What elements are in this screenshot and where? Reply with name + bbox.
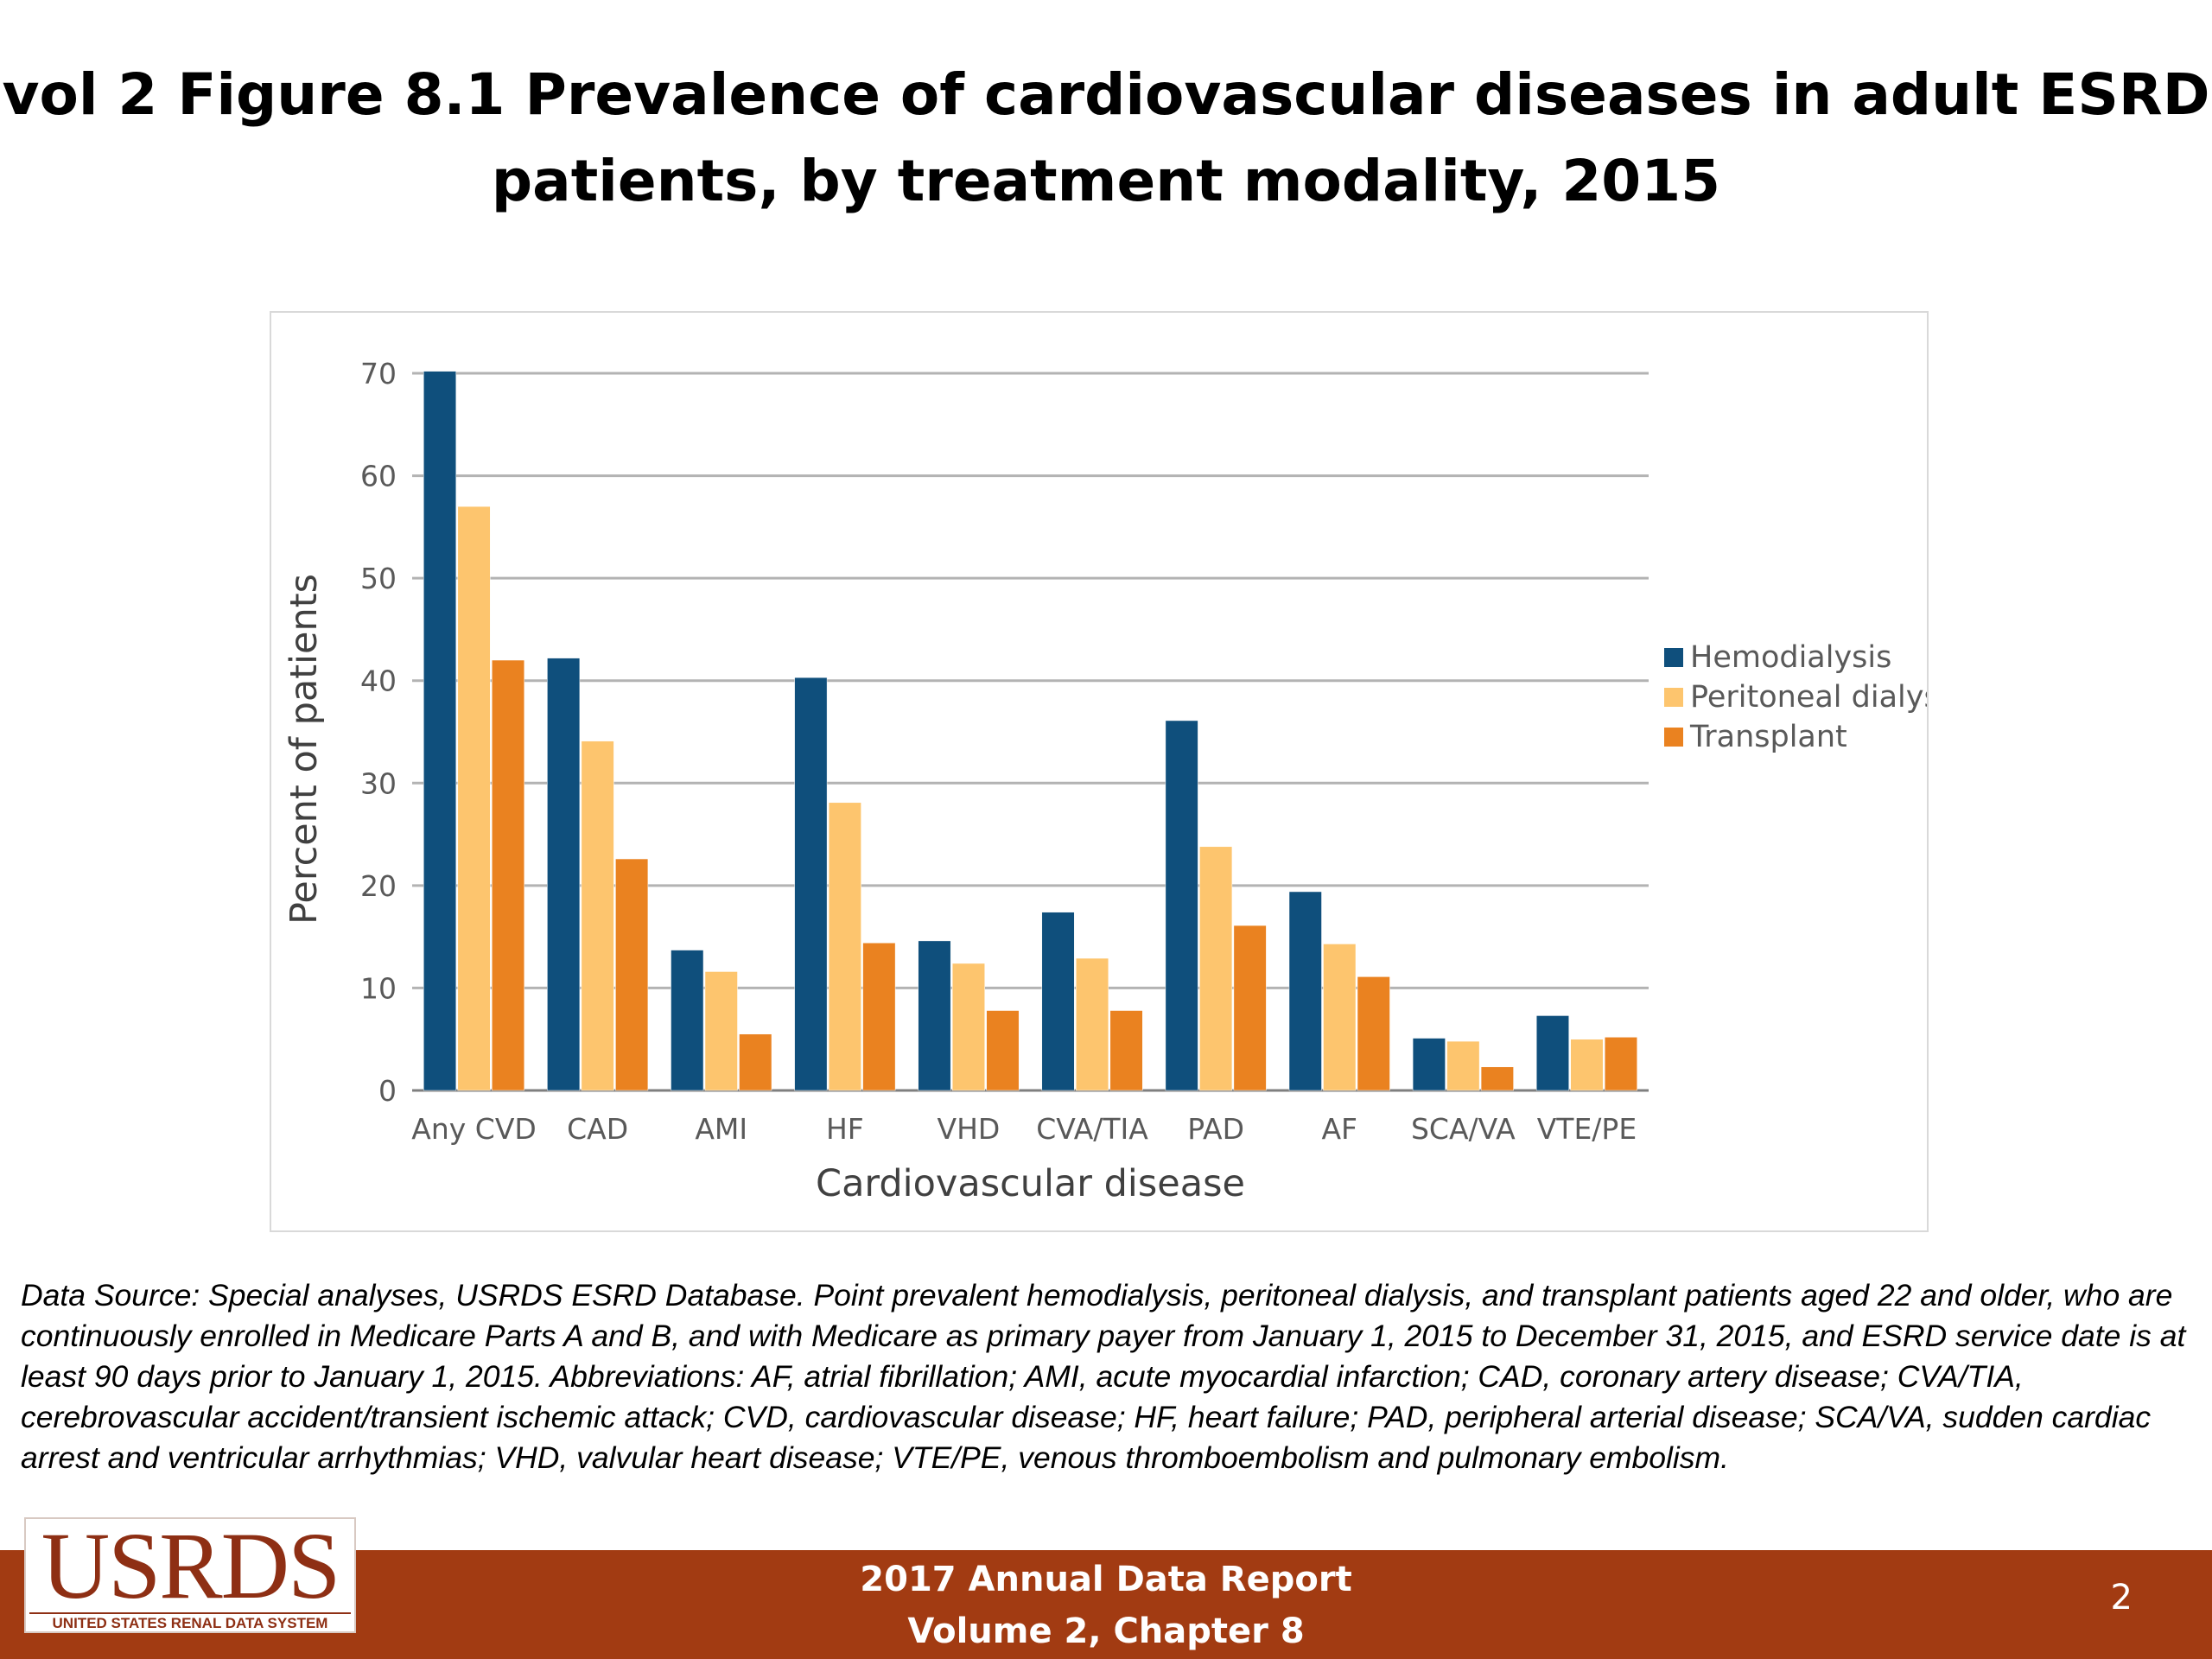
x-tick-label: VTE/PE (1537, 1112, 1637, 1146)
logo-subtitle: UNITED STATES RENAL DATA SYSTEM (29, 1612, 351, 1632)
bar-hemodialysis-cad (547, 658, 581, 1091)
y-axis-title: Percent of patients (283, 574, 326, 925)
bar-hemodialysis-pad (1165, 720, 1198, 1091)
y-tick-label: 70 (360, 357, 397, 391)
bar-hemodialysis-vte-pe (1535, 1015, 1569, 1091)
bar-peritoneal-dialysis-vhd (951, 963, 985, 1091)
y-tick-label: 30 (360, 766, 397, 800)
legend-label-0: Hemodialysis (1690, 640, 1891, 675)
legend-swatch-1 (1664, 688, 1683, 707)
title-line-2: patients, by treatment modality, 2015 (491, 148, 1721, 214)
x-tick-label: PAD (1187, 1112, 1244, 1146)
footer-volume-chapter: Volume 2, Chapter 8 (907, 1611, 1305, 1651)
usrds-logo: USRDS UNITED STATES RENAL DATA SYSTEM (24, 1517, 356, 1633)
bar-peritoneal-dialysis-af (1323, 944, 1357, 1091)
x-tick-label: CVA/TIA (1036, 1112, 1148, 1146)
bar-hemodialysis-cva-tia (1041, 912, 1075, 1091)
legend-swatch-2 (1664, 728, 1683, 747)
bar-peritoneal-dialysis-cad (581, 741, 614, 1091)
x-tick-label: AMI (695, 1112, 747, 1146)
footer-caption: 2017 Annual Data Report Volume 2, Chapte… (0, 1550, 2212, 1659)
footer-bar (0, 1550, 2212, 1659)
bar-peritoneal-dialysis-any-cvd (457, 505, 491, 1091)
x-tick-label: SCA/VA (1411, 1112, 1516, 1146)
bar-hemodialysis-af (1288, 891, 1322, 1091)
chart-frame: 0 10 20 30 40 50 60 70 Any CVD CAD AMI HF VHD CVA/TIA… (270, 311, 1929, 1232)
y-tick-label: 50 (360, 562, 397, 595)
bar-transplant-vhd (986, 1010, 1020, 1091)
title-line-1: vol 2 Figure 8.1 Prevalence of cardiovas… (2, 61, 2210, 128)
bar-hemodialysis-ami (671, 950, 704, 1091)
slide-title: vol 2 Figure 8.1 Prevalence of cardiovas… (0, 52, 2212, 225)
x-tick-label: HF (826, 1112, 864, 1146)
bar-hemodialysis-vhd (918, 940, 951, 1091)
y-tick-label: 0 (378, 1074, 397, 1108)
y-tick-label: 10 (360, 971, 397, 1005)
bar-chart: 0 10 20 30 40 50 60 70 Any CVD CAD AMI HF VHD CVA/TIA… (283, 357, 1927, 1205)
bar-hemodialysis-any-cvd (423, 371, 457, 1091)
bar-hemodialysis-hf (794, 677, 828, 1091)
footer-report-title: 2017 Annual Data Report (860, 1560, 1352, 1599)
bar-transplant-vte-pe (1604, 1037, 1637, 1091)
bar-peritoneal-dialysis-cva-tia (1076, 957, 1109, 1091)
bar-transplant-sca-va (1480, 1066, 1514, 1091)
x-tick-label: VHD (938, 1112, 1001, 1146)
page-number: 2 (2110, 1578, 2133, 1618)
y-tick-label: 60 (360, 460, 397, 493)
bar-peritoneal-dialysis-ami (704, 971, 738, 1091)
bar-transplant-cva-tia (1109, 1010, 1143, 1091)
bar-transplant-ami (739, 1033, 772, 1091)
y-tick-label: 40 (360, 664, 397, 698)
bar-peritoneal-dialysis-pad (1199, 846, 1233, 1091)
y-tick-label: 20 (360, 869, 397, 903)
bar-hemodialysis-sca-va (1412, 1038, 1446, 1091)
bar-transplant-any-cvd (492, 659, 525, 1091)
bar-peritoneal-dialysis-vte-pe (1570, 1039, 1604, 1091)
data-source-note: Data Source: Special analyses, USRDS ESR… (21, 1278, 2186, 1475)
x-tick-label: CAD (567, 1112, 628, 1146)
bar-transplant-af (1357, 976, 1390, 1091)
logo-wordmark: USRDS (41, 1513, 341, 1618)
legend-swatch-0 (1664, 648, 1683, 667)
legend-label-2: Transplant (1689, 720, 1847, 754)
bar-peritoneal-dialysis-hf (828, 802, 861, 1091)
bar-transplant-hf (862, 943, 896, 1091)
bar-peritoneal-dialysis-sca-va (1446, 1040, 1480, 1091)
x-tick-label: AF (1321, 1112, 1357, 1146)
bar-transplant-cad (615, 858, 649, 1091)
x-axis-title: Cardiovascular disease (816, 1162, 1245, 1205)
bar-transplant-pad (1233, 925, 1267, 1091)
x-tick-label: Any CVD (411, 1112, 537, 1146)
legend-label-1: Peritoneal dialysis (1690, 680, 1927, 715)
